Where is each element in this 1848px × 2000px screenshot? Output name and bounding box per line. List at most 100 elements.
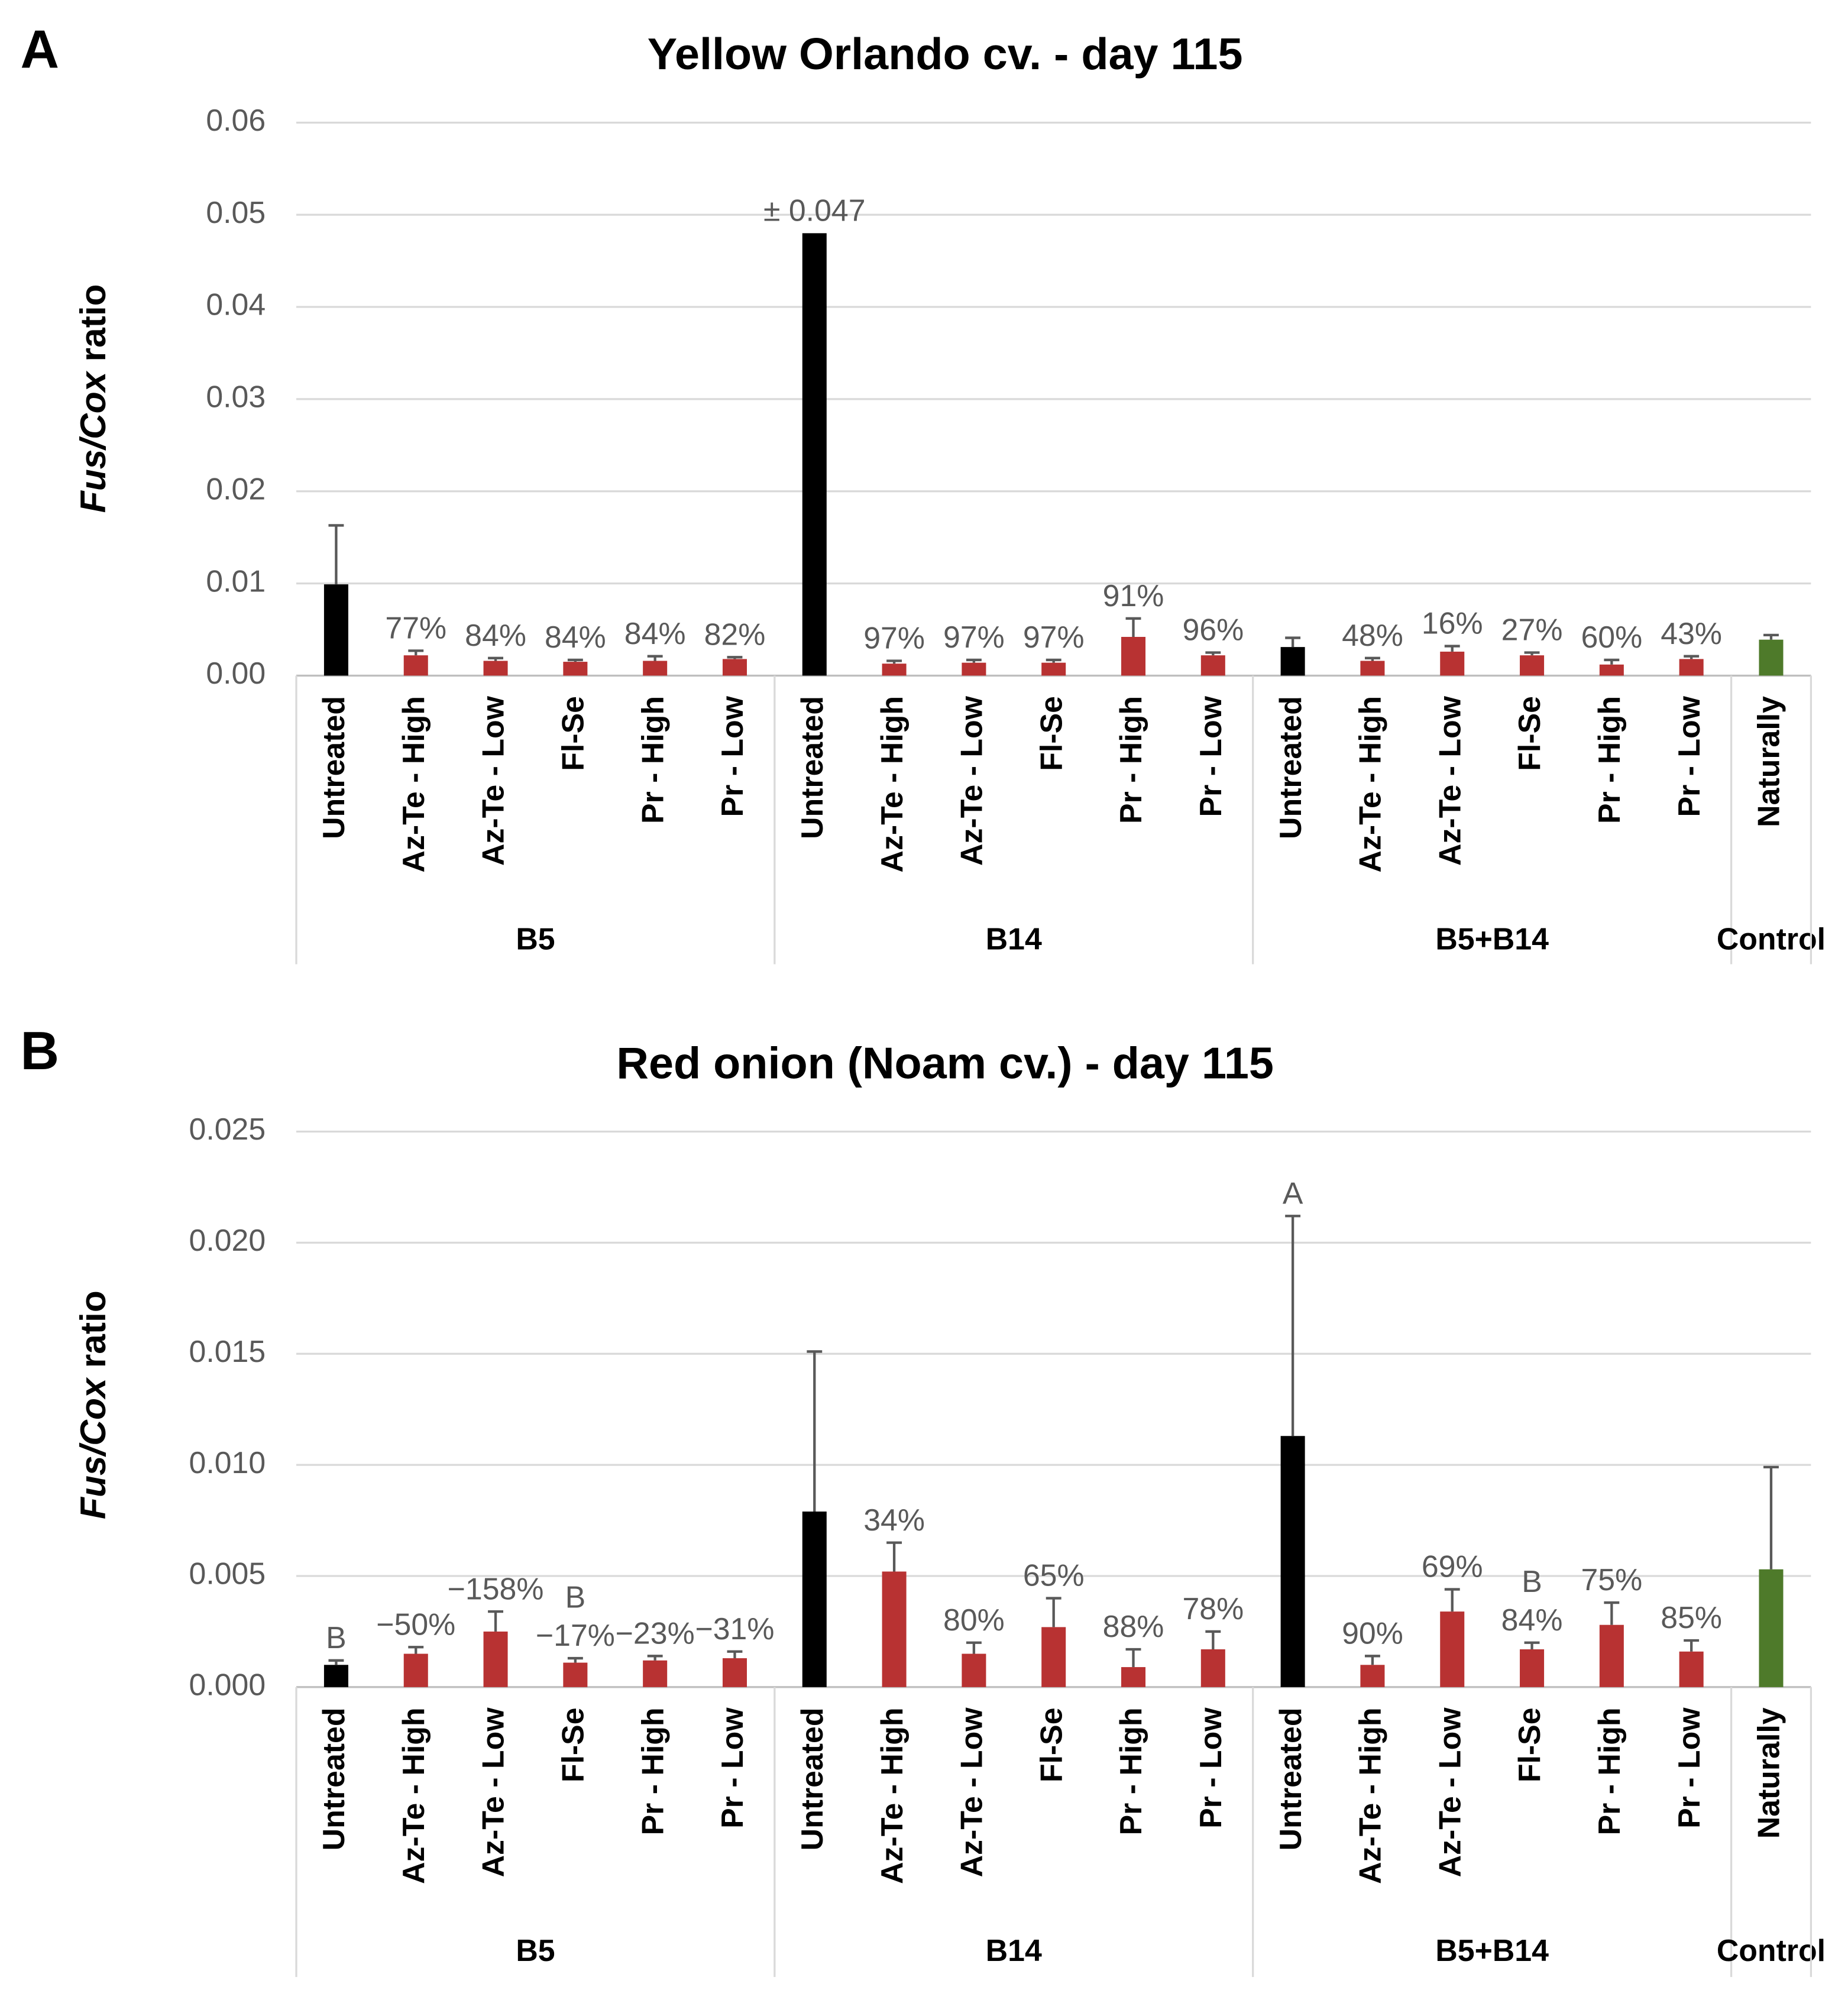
annotation: −158% [448, 1571, 544, 1606]
x-tick-label: Fl-Se [556, 1707, 590, 1782]
chart-title: Yellow Orlando cv. - day 115 [648, 30, 1243, 79]
annotation: ± 0.047 [763, 193, 866, 227]
error-bar [1524, 651, 1540, 656]
x-tick-label: Pr - High [1114, 696, 1148, 824]
annotation: 88% [1103, 1609, 1164, 1643]
bar [722, 659, 747, 676]
bar [323, 584, 348, 676]
y-axis-label-italic: Fus/Cox [73, 370, 113, 513]
y-tick-label: 0.020 [189, 1223, 266, 1257]
x-tick-label: Az-Te - High [396, 1707, 431, 1884]
significance-letter: B [1522, 1564, 1542, 1598]
bar [403, 1653, 428, 1687]
y-tick-label: 0.025 [189, 1112, 266, 1146]
y-axis-label-text: ratio [73, 1290, 113, 1368]
annotation: −23% [616, 1616, 695, 1650]
annotation: 77% [385, 611, 446, 645]
x-tick-label: Az-Te - High [396, 696, 431, 872]
error-bar [1684, 1639, 1700, 1652]
error-bar [1444, 645, 1460, 652]
bar [483, 661, 508, 676]
annotation: −50% [376, 1607, 455, 1641]
bar [1280, 647, 1305, 676]
x-tick-label: Az-Te - Low [954, 1707, 989, 1878]
x-tick-label: Fl-Se [556, 696, 590, 771]
x-tick-label: Az-Te - High [875, 1707, 909, 1884]
error-bar [647, 1655, 663, 1661]
annotation: 84% [465, 618, 526, 652]
significance-letter: A [1283, 1176, 1303, 1210]
x-tick-label: Untreated [795, 1707, 829, 1850]
x-tick-label: Untreated [316, 696, 351, 839]
x-tick-label: Naturally [1752, 1707, 1786, 1839]
x-tick-label: Untreated [316, 1707, 351, 1850]
group-label: B14 [986, 921, 1042, 956]
x-tick-label: Az-Te - Low [476, 695, 510, 866]
annotation: 78% [1182, 1591, 1244, 1626]
x-tick-label: Az-Te - Low [476, 1707, 510, 1878]
bar [403, 655, 428, 676]
x-tick-label: Az-Te - Low [954, 695, 989, 866]
x-tick-label: Pr - High [1592, 696, 1626, 824]
error-bar [408, 1646, 424, 1654]
y-axis-label-italic: Fus/Cox [73, 1377, 113, 1519]
x-tick-label: Az-Te - Low [1432, 1707, 1467, 1878]
bar [722, 1658, 747, 1687]
error-bar [1763, 633, 1779, 640]
panel-label: B [21, 1021, 60, 1081]
bar [802, 1512, 827, 1687]
x-tick-label: Fl-Se [1512, 1707, 1546, 1782]
bar [1679, 659, 1704, 676]
error-bar [488, 1610, 504, 1632]
error-bar [1046, 658, 1061, 663]
error-bar [1046, 1597, 1061, 1627]
error-bar [1125, 1648, 1141, 1668]
annotation: 48% [1342, 618, 1403, 652]
bar [563, 662, 588, 676]
x-tick-label: Pr - High [1114, 1707, 1148, 1835]
annotation: 96% [1182, 613, 1244, 647]
y-axis-label: Fus/Cox ratio [73, 1290, 113, 1519]
error-bar [1604, 1601, 1620, 1625]
bar [1121, 1667, 1146, 1687]
bar [1360, 661, 1385, 676]
annotation: 97% [863, 621, 925, 655]
x-tick-label: Az-Te - Low [1432, 695, 1467, 866]
bar [483, 1631, 508, 1687]
bar [1440, 1611, 1465, 1687]
error-bar [1444, 1588, 1460, 1612]
error-bar [807, 1350, 823, 1512]
error-bar [567, 1656, 583, 1663]
bar [1041, 662, 1066, 676]
x-tick-label: Az-Te - High [1353, 696, 1387, 872]
group-label: B14 [986, 1933, 1042, 1967]
bar [563, 1662, 588, 1687]
x-tick-label: Pr - High [635, 1707, 669, 1835]
x-tick-label: Pr - Low [1193, 695, 1228, 817]
annotation: 84% [545, 620, 606, 654]
x-tick-label: Pr - Low [1672, 695, 1706, 817]
x-tick-label: Pr - Low [715, 1707, 749, 1829]
bar [802, 233, 827, 676]
bar [1121, 636, 1146, 676]
y-tick-label: 0.06 [206, 103, 266, 137]
bar [1599, 664, 1624, 676]
x-tick-label: Pr - Low [715, 695, 749, 817]
annotation: 69% [1422, 1549, 1483, 1584]
annotation: 34% [863, 1503, 925, 1537]
bar [1520, 655, 1545, 676]
error-bar [1364, 1655, 1380, 1665]
x-tick-label: Fl-Se [1034, 696, 1068, 771]
bar [1759, 1569, 1784, 1687]
error-bar [328, 1659, 344, 1665]
annotation: 75% [1581, 1562, 1642, 1597]
y-tick-label: 0.005 [189, 1556, 266, 1591]
significance-letter: B [326, 1620, 347, 1655]
error-bar [1364, 656, 1380, 661]
annotation: −17% [536, 1618, 615, 1652]
annotation: 84% [1501, 1603, 1563, 1637]
y-axis-label-text: ratio [73, 284, 113, 361]
error-bar [408, 649, 424, 656]
